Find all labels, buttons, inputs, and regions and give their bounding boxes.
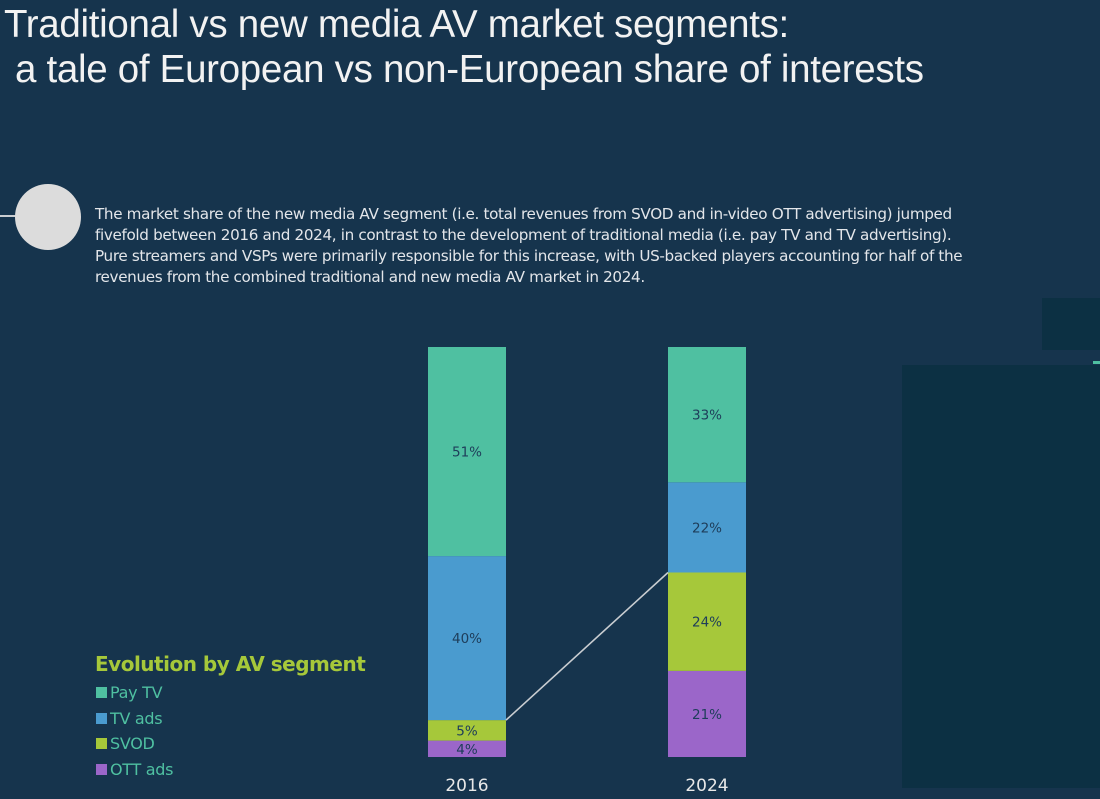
- legend-label-svod: SVOD: [110, 734, 155, 754]
- legend-swatch-svod: [96, 738, 107, 750]
- legend-item-pay-tv: Pay TV: [95, 680, 365, 706]
- new-media-connector-line: [505, 571, 669, 721]
- x-axis-labels-group: 2016 2024: [445, 776, 728, 796]
- side-panel-accent: [1093, 361, 1100, 364]
- data-label-ott-ads-2024: 21%: [692, 707, 722, 723]
- data-label-tv-ads-2024: 22%: [692, 520, 722, 536]
- description-paragraph-1: The market share of the new media AV seg…: [95, 205, 952, 244]
- legend-label-tv-ads: TV ads: [110, 708, 163, 728]
- data-label-pay-tv-2016: 51%: [452, 445, 482, 461]
- bar-segment-ott-ads-2024: [668, 670, 746, 757]
- bar-segment-tv-ads-2016: [428, 556, 506, 721]
- bars-group: [428, 347, 746, 757]
- bar-segment-pay-tv-2016: [428, 347, 506, 557]
- data-label-ott-ads-2016: 4%: [456, 742, 478, 758]
- data-label-svod-2024: 24%: [692, 615, 722, 631]
- title-line-1: Traditional vs new media AV market segme…: [4, 3, 789, 46]
- bar-segment-svod-2016: [428, 720, 506, 741]
- bar-segment-ott-ads-2016: [428, 740, 506, 757]
- bullet-circle-icon: [15, 184, 81, 250]
- description-text: The market share of the new media AV seg…: [95, 204, 985, 288]
- description-paragraph-2: Pure streamers and VSPs were primarily r…: [95, 247, 963, 286]
- legend-swatch-pay-tv: [96, 687, 107, 699]
- bar-segment-tv-ads-2024: [668, 482, 746, 573]
- bullet-connector-line: [0, 215, 18, 217]
- side-panel-small: [1042, 298, 1100, 350]
- segment-labels-group: 4% 5% 40% 51% 21% 24% 22% 33%: [452, 408, 722, 758]
- side-panel-large: [902, 365, 1100, 788]
- legend: Evolution by AV segment Pay TV TV ads SV…: [95, 652, 366, 783]
- legend-item-ott-ads: OTT ads: [95, 757, 365, 783]
- legend-item-tv-ads: TV ads: [95, 706, 365, 732]
- bar-segment-svod-2024: [668, 572, 746, 671]
- legend-title: Evolution by AV segment: [95, 652, 366, 676]
- legend-item-svod: SVOD: [95, 731, 365, 757]
- legend-swatch-tv-ads: [96, 712, 107, 724]
- data-label-pay-tv-2024: 33%: [692, 408, 722, 424]
- x-axis-label-2024: 2024: [685, 776, 728, 796]
- title-line-2: a tale of European vs non-European share…: [15, 48, 924, 91]
- x-axis-label-2016: 2016: [445, 776, 488, 796]
- bar-segment-pay-tv-2024: [668, 347, 746, 483]
- page-title: Traditional vs new media AV market segme…: [4, 2, 924, 92]
- data-label-tv-ads-2016: 40%: [452, 631, 482, 647]
- data-label-svod-2016: 5%: [456, 723, 478, 739]
- legend-label-ott-ads: OTT ads: [110, 759, 174, 779]
- legend-label-pay-tv: Pay TV: [110, 683, 163, 703]
- legend-swatch-ott-ads: [96, 763, 107, 775]
